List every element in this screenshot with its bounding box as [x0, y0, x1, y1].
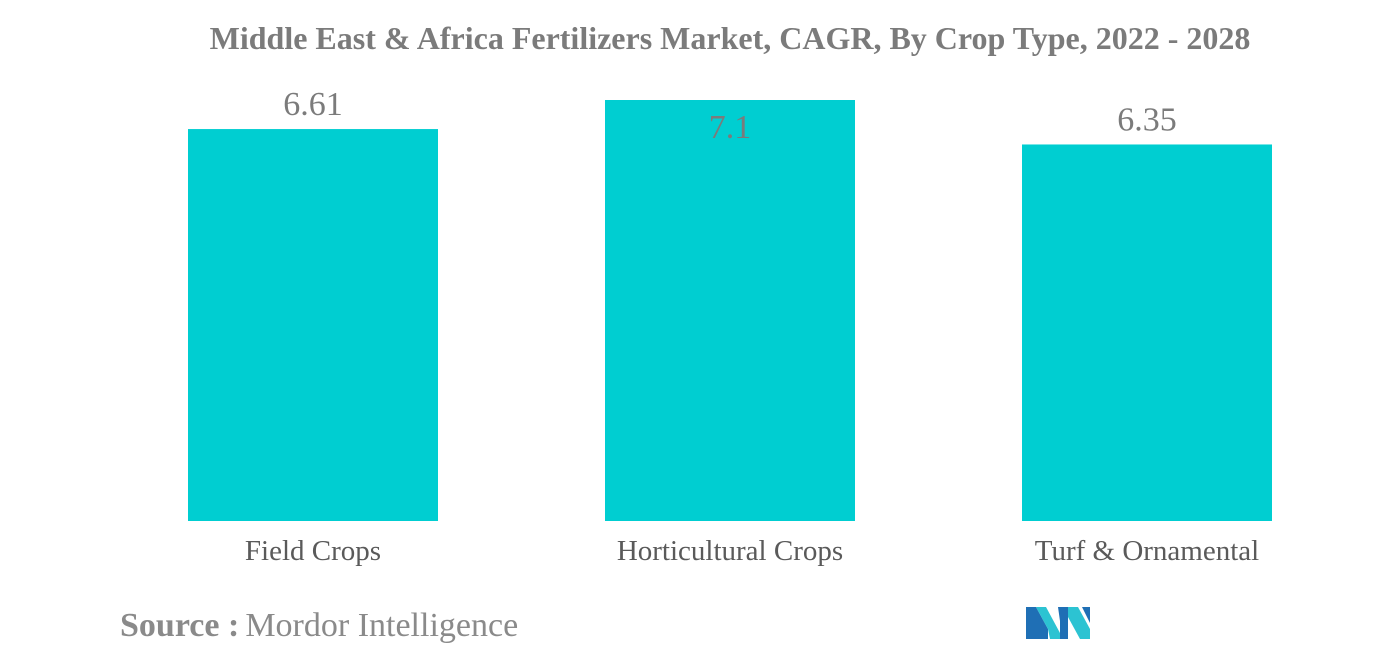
value-label-0: 6.61: [283, 86, 343, 123]
bar-chart: 6.61 Field Crops 7.1 Horticultural Crops 6.3…: [188, 86, 1272, 567]
bar-1: [605, 100, 855, 521]
source-value: Mordor Intelligence: [245, 607, 519, 644]
category-label-0: Field Crops: [245, 535, 381, 567]
category-label-2: Turf & Ornamental: [1035, 535, 1259, 567]
source-label: Source :: [120, 607, 240, 644]
category-label-1: Horticultural Crops: [617, 535, 843, 567]
bar-0: [188, 129, 438, 521]
source-line: Source : Mordor Intelligence: [120, 607, 518, 645]
chart-title: Middle East & Africa Fertilizers Market,…: [209, 20, 1251, 56]
value-label-2: 6.35: [1117, 101, 1177, 138]
value-label-1: 7.1: [709, 109, 752, 146]
mordor-intelligence-logo-icon: [1026, 607, 1090, 639]
bar-2: [1022, 144, 1272, 521]
